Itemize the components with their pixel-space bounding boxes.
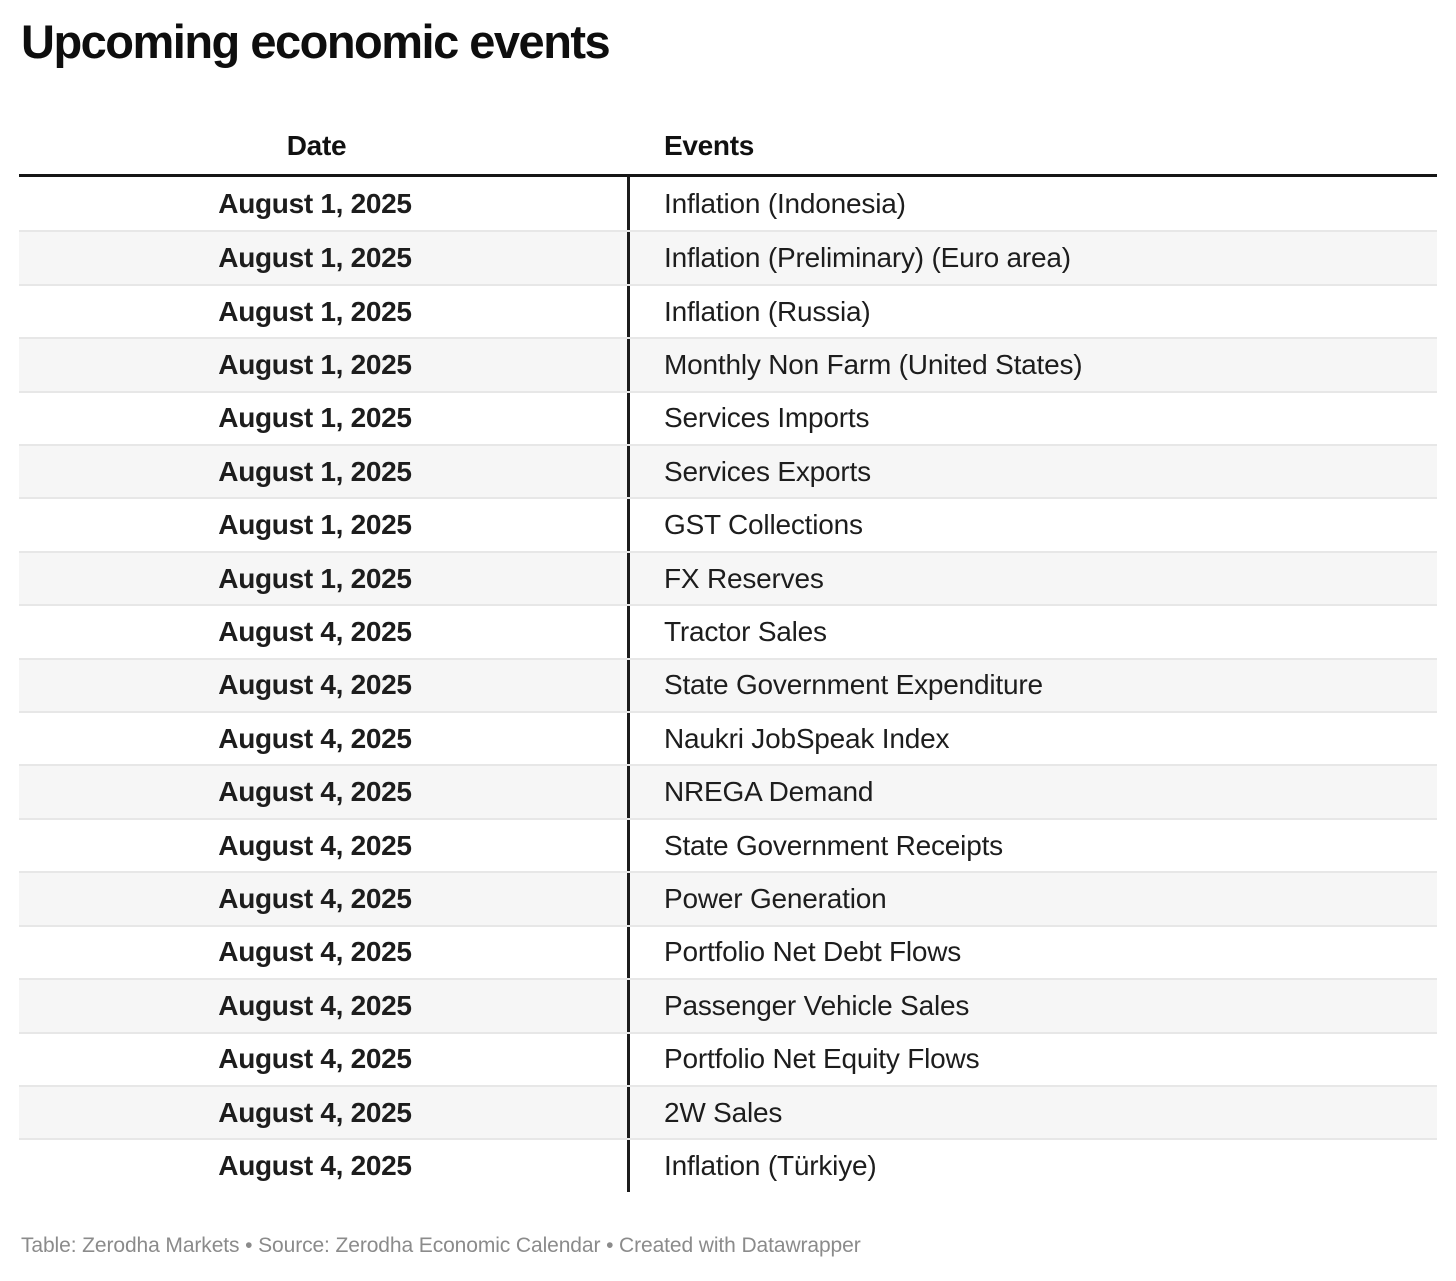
- event-cell: Tractor Sales: [664, 615, 827, 647]
- table-row: August 4, 2025 State Government Expendit…: [19, 657, 1437, 712]
- date-cell: August 4, 2025: [19, 1033, 630, 1085]
- event-cell: Monthly Non Farm (United States): [664, 348, 1083, 380]
- table-row: August 4, 2025 Portfolio Net Debt Flows: [19, 924, 1437, 979]
- table-row: August 4, 2025 Portfolio Net Equity Flow…: [19, 1031, 1437, 1085]
- event-cell: Services Exports: [664, 455, 871, 487]
- date-cell: August 4, 2025: [19, 1140, 630, 1192]
- table-row: August 1, 2025 GST Collections: [19, 497, 1437, 551]
- event-cell: Inflation (Preliminary) (Euro area): [664, 242, 1071, 274]
- table-row: August 1, 2025 Inflation (Indonesia): [19, 177, 1437, 231]
- table-body: August 1, 2025 Inflation (Indonesia) Aug…: [19, 177, 1437, 1192]
- page-title: Upcoming economic events: [21, 15, 611, 68]
- table-row: August 1, 2025 Inflation (Russia): [19, 283, 1437, 338]
- table-row: August 1, 2025 Inflation (Preliminary) (…: [19, 230, 1437, 284]
- date-cell: August 1, 2025: [19, 285, 630, 338]
- date-cell: August 4, 2025: [19, 766, 630, 818]
- events-table: Date Events August 1, 2025 Inflation (In…: [19, 118, 1437, 1192]
- table-row: August 4, 2025 Inflation (Türkiye): [19, 1138, 1437, 1192]
- date-cell: August 4, 2025: [19, 659, 630, 712]
- date-cell: August 1, 2025: [19, 552, 630, 605]
- event-cell: Naukri JobSpeak Index: [664, 722, 950, 754]
- table-row: August 4, 2025 Naukri JobSpeak Index: [19, 711, 1437, 765]
- event-cell: FX Reserves: [664, 562, 824, 594]
- event-cell: NREGA Demand: [664, 776, 874, 808]
- date-cell: August 4, 2025: [19, 980, 630, 1032]
- column-header-events: Events: [664, 130, 755, 161]
- column-header-date: Date: [286, 130, 347, 161]
- event-cell: State Government Expenditure: [664, 669, 1043, 701]
- table-row: August 1, 2025 Services Imports: [19, 390, 1437, 445]
- date-cell: August 4, 2025: [19, 1086, 630, 1139]
- event-cell: GST Collections: [664, 509, 863, 541]
- table-row: August 1, 2025 Services Exports: [19, 444, 1437, 498]
- table-row: August 4, 2025 NREGA Demand: [19, 764, 1437, 818]
- event-cell: Inflation (Indonesia): [664, 187, 906, 219]
- event-cell: 2W Sales: [664, 1096, 783, 1128]
- date-cell: August 4, 2025: [19, 606, 630, 658]
- date-cell: August 4, 2025: [19, 819, 630, 872]
- event-cell: Inflation (Russia): [664, 295, 871, 327]
- event-cell: State Government Receipts: [664, 829, 1003, 861]
- date-cell: August 1, 2025: [19, 499, 630, 551]
- table-row: August 1, 2025 FX Reserves: [19, 550, 1437, 605]
- table-row: August 4, 2025 Passenger Vehicle Sales: [19, 978, 1437, 1032]
- table-row: August 4, 2025 Power Generation: [19, 871, 1437, 925]
- event-cell: Portfolio Net Equity Flows: [664, 1043, 980, 1075]
- event-cell: Inflation (Türkiye): [664, 1150, 877, 1182]
- table-row: August 4, 2025 State Government Receipts: [19, 817, 1437, 872]
- event-cell: Portfolio Net Debt Flows: [664, 936, 962, 968]
- attribution-footer: Table: Zerodha Markets • Source: Zerodha…: [21, 1234, 861, 1257]
- event-cell: Power Generation: [664, 882, 887, 914]
- table-header-row: Date Events: [19, 118, 1437, 177]
- table-row: August 4, 2025 2W Sales: [19, 1084, 1437, 1139]
- date-cell: August 1, 2025: [19, 232, 630, 284]
- date-cell: August 4, 2025: [19, 713, 630, 765]
- table-row: August 1, 2025 Monthly Non Farm (United …: [19, 337, 1437, 391]
- date-cell: August 4, 2025: [19, 926, 630, 979]
- date-cell: August 1, 2025: [19, 392, 630, 445]
- date-cell: August 4, 2025: [19, 873, 630, 925]
- event-cell: Services Imports: [664, 402, 870, 434]
- event-cell: Passenger Vehicle Sales: [664, 989, 970, 1021]
- date-cell: August 1, 2025: [19, 339, 630, 391]
- date-cell: August 1, 2025: [19, 177, 630, 231]
- table-row: August 4, 2025 Tractor Sales: [19, 604, 1437, 658]
- date-cell: August 1, 2025: [19, 446, 630, 498]
